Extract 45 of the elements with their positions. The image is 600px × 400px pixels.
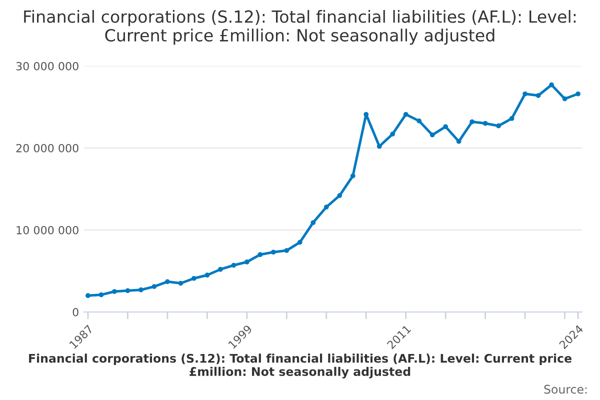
y-tick-label: 0 <box>72 308 78 316</box>
point <box>270 250 276 255</box>
point <box>231 262 236 268</box>
point <box>403 112 408 117</box>
point <box>337 193 342 198</box>
point <box>258 252 263 258</box>
point <box>576 91 580 96</box>
point <box>350 173 356 178</box>
point <box>416 118 422 124</box>
point <box>112 289 117 294</box>
point <box>324 204 329 210</box>
point <box>125 288 130 294</box>
point <box>536 93 541 98</box>
point <box>456 139 462 144</box>
point <box>430 132 435 138</box>
point <box>138 287 144 292</box>
point <box>284 248 290 253</box>
y-tick-label: 20 000 000 <box>16 144 78 152</box>
y-tick-label: 10 000 000 <box>16 226 78 234</box>
chart-title: Financial corporations (S.12): Total financial liabilities (AF.L): Level: Current price £million: Not seasonally adjusted <box>24 10 576 45</box>
text: Financial corporations (S.12): Total financial liabilities (AF.L): Level: Current price £million: Not seasonally adjusted <box>29 354 572 378</box>
point <box>178 280 184 286</box>
point <box>310 220 316 226</box>
point <box>549 82 554 88</box>
point <box>482 120 488 126</box>
point <box>192 276 196 281</box>
point <box>218 266 223 272</box>
point <box>297 240 302 245</box>
y-tick-label: 30 000 000 <box>16 62 78 70</box>
point <box>152 284 157 290</box>
point <box>443 124 448 130</box>
point <box>244 260 250 264</box>
point <box>496 123 501 128</box>
point <box>86 293 90 298</box>
point <box>562 96 568 102</box>
point <box>204 272 210 278</box>
point <box>470 119 474 124</box>
point <box>376 144 382 149</box>
source-note: Source: <box>544 384 587 394</box>
point <box>390 132 396 136</box>
point <box>165 279 170 284</box>
point <box>98 292 104 298</box>
point <box>509 116 514 121</box>
point <box>522 91 528 96</box>
point <box>364 112 369 117</box>
